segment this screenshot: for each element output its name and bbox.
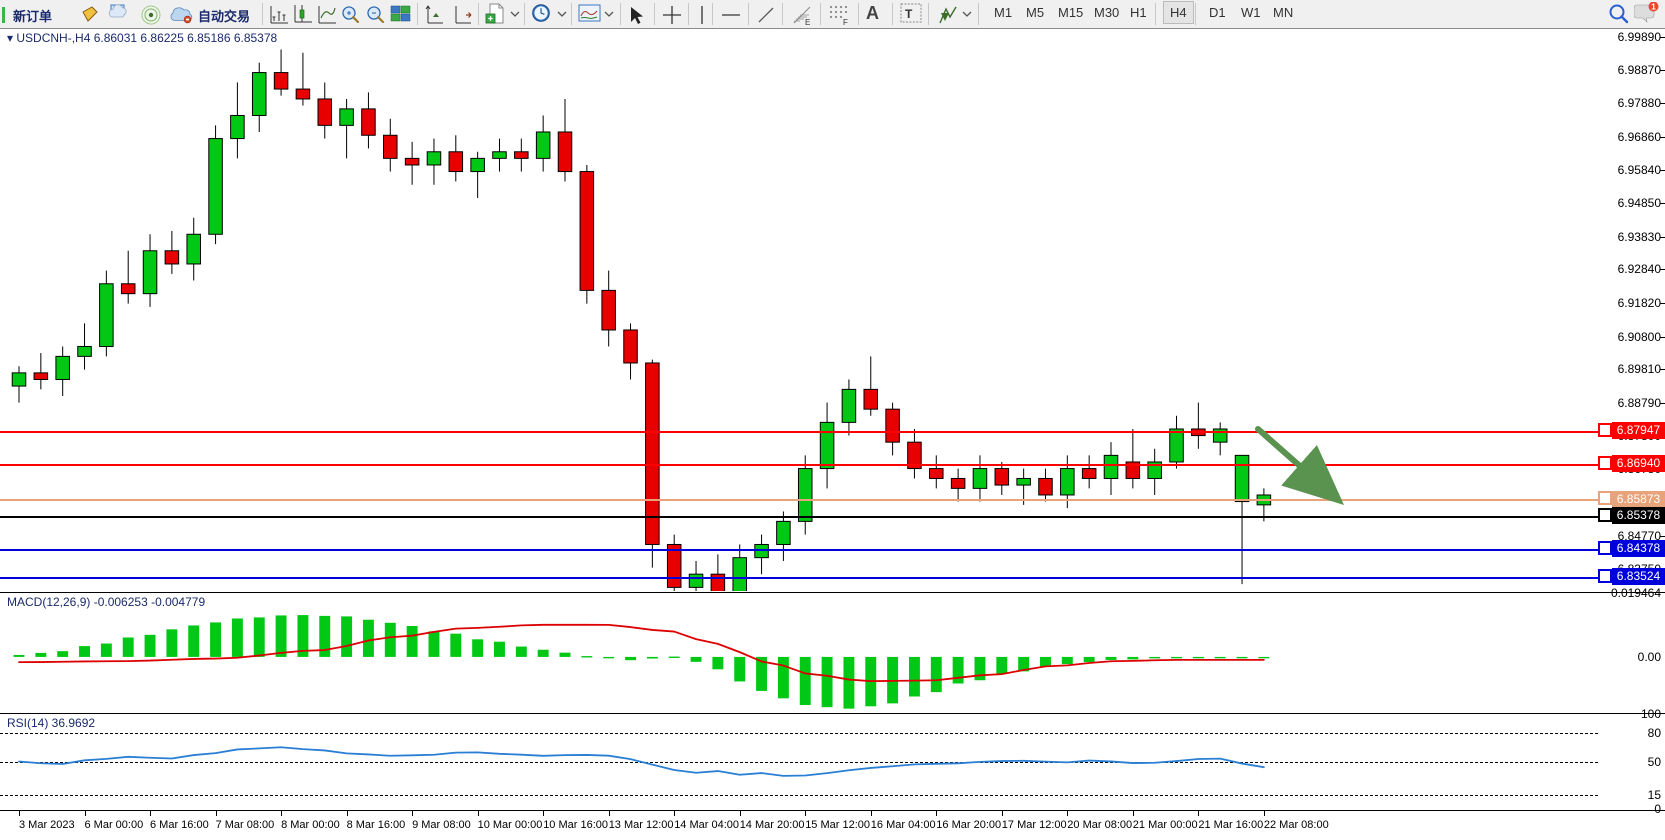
svg-text:T: T — [905, 7, 913, 21]
svg-text:1: 1 — [1651, 2, 1656, 12]
svg-text:E: E — [805, 18, 810, 27]
svg-text:F: F — [843, 18, 848, 27]
